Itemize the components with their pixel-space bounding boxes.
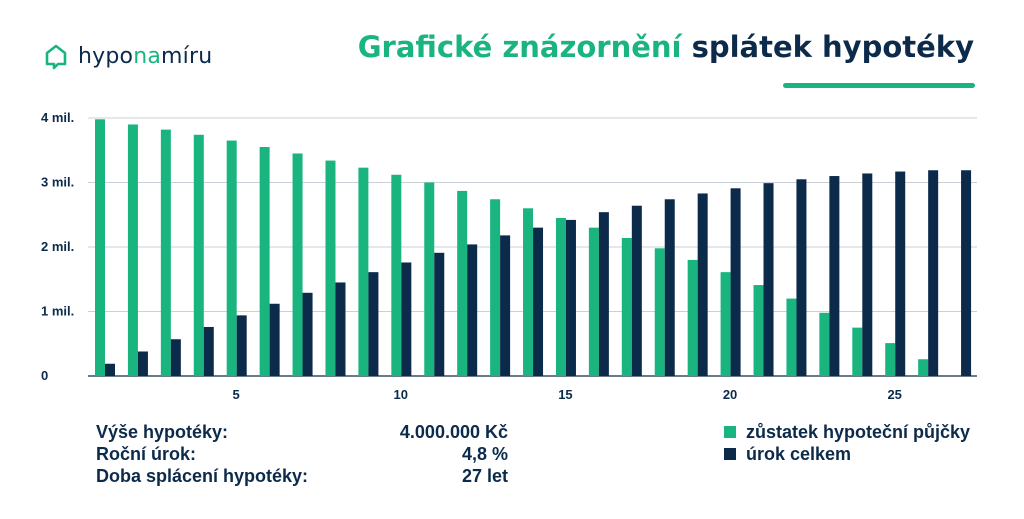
bar-balance xyxy=(852,327,863,376)
bar-interest xyxy=(401,262,412,376)
bar-balance xyxy=(786,298,797,376)
info-row-term: Doba splácení hypotéky: 27 let xyxy=(96,465,508,487)
bar-balance xyxy=(687,259,698,376)
bar-balance xyxy=(588,227,599,376)
legend-label: zůstatek hypoteční půjčky xyxy=(746,421,971,442)
y-tick-label: 0 xyxy=(41,368,48,383)
bar-balance xyxy=(654,248,665,376)
bar-interest xyxy=(105,363,115,376)
info-label: Výše hypotéky: xyxy=(96,421,229,442)
bar-balance xyxy=(127,124,138,376)
bar-interest xyxy=(697,193,708,376)
bar-balance xyxy=(358,167,369,376)
bar-interest xyxy=(730,188,741,376)
legend-label: úrok celkem xyxy=(746,443,852,464)
bar-balance xyxy=(621,237,632,376)
y-tick-label: 2 mil. xyxy=(41,239,74,254)
legend-item-interest: úrok celkem xyxy=(724,443,970,465)
bar-balance xyxy=(226,140,237,376)
x-tick-label: 10 xyxy=(394,387,408,402)
bar-interest xyxy=(928,170,939,376)
x-tick-label: 15 xyxy=(558,387,572,402)
logo: hyponamíru xyxy=(44,42,212,70)
bar-interest xyxy=(565,219,576,376)
info-row-amount: Výše hypotéky: 4.000.000 Kč xyxy=(96,421,508,443)
y-tick-label: 1 mil. xyxy=(41,304,74,319)
info-row-rate: Roční úrok: 4,8 % xyxy=(96,443,508,465)
legend-item-balance: zůstatek hypoteční půjčky xyxy=(724,421,970,443)
bar-balance xyxy=(160,129,171,376)
bar-interest xyxy=(269,303,280,376)
bar-balance xyxy=(325,160,336,376)
bar-interest xyxy=(335,282,346,376)
logo-text: hyponamíru xyxy=(78,43,213,69)
title-part-1: Grafické znázornění xyxy=(357,30,682,64)
bar-balance xyxy=(523,208,534,376)
bar-balance xyxy=(424,182,435,376)
bar-interest xyxy=(137,351,148,376)
bar-interest xyxy=(533,227,544,376)
bar-balance xyxy=(292,153,303,376)
bar-interest xyxy=(170,339,181,376)
info-value: 27 let xyxy=(461,465,508,486)
bar-interest xyxy=(368,272,379,376)
bar-balance xyxy=(819,312,830,376)
bar-interest xyxy=(796,179,807,376)
info-value: 4,8 % xyxy=(461,443,508,464)
bar-interest xyxy=(895,171,906,376)
y-tick-label: 4 mil. xyxy=(41,110,74,125)
bar-interest xyxy=(203,326,214,376)
bar-interest xyxy=(500,235,511,376)
bar-interest xyxy=(862,173,873,376)
bar-balance xyxy=(457,190,468,376)
bar-interest xyxy=(598,212,609,376)
x-tick-label: 20 xyxy=(723,387,737,402)
bar-interest xyxy=(961,170,972,376)
x-tick-label: 25 xyxy=(887,387,901,402)
chart-legend: zůstatek hypoteční půjčky úrok celkem xyxy=(724,421,970,465)
mortgage-info: Výše hypotéky: 4.000.000 Kč Roční úrok: … xyxy=(96,421,508,487)
bar-balance xyxy=(95,119,105,376)
bar-interest xyxy=(664,199,675,376)
bar-balance xyxy=(391,174,402,376)
bar-balance xyxy=(555,217,566,376)
x-tick-label: 5 xyxy=(233,387,240,402)
page-title: Grafické znázornění splátek hypotéky xyxy=(358,30,974,64)
info-label: Roční úrok: xyxy=(96,443,197,464)
info-label: Doba splácení hypotéky: xyxy=(96,465,309,486)
legend-swatch-balance xyxy=(724,426,736,438)
bar-balance xyxy=(720,272,731,376)
info-value: 4.000.000 Kč xyxy=(399,421,508,442)
bar-balance xyxy=(259,147,270,376)
bar-balance xyxy=(918,359,929,376)
house-chat-icon xyxy=(45,44,67,70)
bar-interest xyxy=(467,244,478,376)
title-underline xyxy=(783,83,975,88)
bar-interest xyxy=(631,205,642,376)
bar-balance xyxy=(490,199,501,376)
bar-interest xyxy=(302,292,313,376)
bar-interest xyxy=(829,176,840,376)
title-part-2: splátek hypotéky xyxy=(691,30,974,64)
legend-swatch-interest xyxy=(724,448,736,460)
bar-interest xyxy=(763,183,774,376)
bar-balance xyxy=(753,285,764,376)
bar-interest xyxy=(236,315,247,376)
bar-interest xyxy=(434,252,445,376)
bar-balance xyxy=(193,134,204,376)
y-tick-label: 3 mil. xyxy=(41,175,74,190)
bar-balance xyxy=(885,343,896,376)
